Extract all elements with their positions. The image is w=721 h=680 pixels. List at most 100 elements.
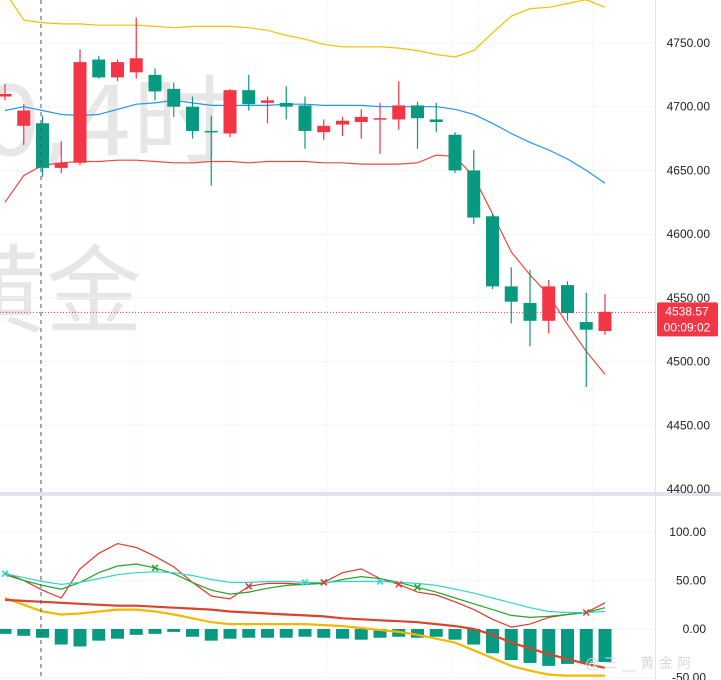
candle	[186, 96, 199, 139]
indicator-lines	[4, 542, 606, 677]
histogram-bar	[411, 629, 424, 638]
current-price-label: 4538.57	[665, 304, 709, 318]
histogram-bar	[261, 629, 274, 638]
current-price-tag-box	[657, 302, 718, 337]
indicator-tick-label: 0.00	[683, 622, 707, 636]
cross-marker	[151, 564, 159, 572]
candle-body	[542, 286, 556, 321]
histogram-bar	[561, 629, 574, 664]
cross-marker	[413, 583, 422, 591]
histogram-bar	[429, 629, 443, 637]
candle	[167, 82, 181, 117]
indicator-tick-label: 100.00	[669, 525, 706, 539]
candle	[561, 281, 574, 321]
price-tick-label: 4750.00	[667, 36, 711, 50]
histogram-bar	[579, 629, 593, 663]
indicator-line-5	[4, 598, 606, 669]
price-tick-label: 4450.00	[667, 418, 711, 432]
candle-body	[523, 302, 537, 321]
candle-body	[279, 102, 293, 107]
histogram-bar	[36, 629, 49, 638]
histogram-bar	[598, 629, 612, 662]
candle	[504, 267, 518, 324]
candle	[279, 86, 293, 120]
histogram-bar	[317, 629, 331, 638]
candle-body	[186, 106, 199, 131]
candle	[411, 101, 424, 149]
histogram-bar	[373, 629, 387, 638]
histogram-bar	[54, 629, 68, 645]
candle	[354, 109, 368, 139]
price-tick-label: 4500.00	[667, 355, 711, 369]
histogram-bar	[92, 629, 106, 641]
candle-body	[92, 59, 106, 78]
pane-separator[interactable]	[0, 492, 721, 496]
cross-marker	[1, 570, 9, 578]
candle-body	[354, 116, 368, 123]
price-tick-label: 4400.00	[667, 482, 711, 496]
candle-body	[129, 58, 143, 73]
histogram-bar	[204, 629, 218, 641]
candle	[467, 150, 481, 224]
candle	[261, 96, 274, 124]
histogram-bar	[111, 629, 124, 639]
histogram-bar	[354, 629, 368, 640]
candle-body	[336, 120, 349, 125]
candle-body	[111, 62, 124, 78]
histogram-bar	[448, 629, 462, 640]
candle	[204, 115, 218, 186]
histogram-bar	[167, 629, 181, 632]
histogram-bar	[523, 629, 537, 663]
candle-countdown-label: 00:09:02	[664, 320, 711, 334]
candle-body	[598, 311, 612, 331]
candle	[92, 55, 106, 79]
candle-body	[411, 105, 424, 119]
candle-body	[298, 105, 312, 131]
bb-upper-line	[9, 0, 606, 58]
candle	[598, 294, 612, 335]
cross-marker	[582, 608, 590, 617]
histogram-bar	[279, 629, 293, 638]
candle	[148, 68, 162, 101]
indicator-histogram	[0, 629, 612, 666]
candle-body	[242, 90, 256, 105]
histogram-bar	[129, 629, 143, 635]
histogram-bar	[17, 629, 31, 636]
cross-marker	[376, 577, 384, 586]
candle	[0, 83, 12, 101]
histogram-bar	[242, 629, 256, 638]
candle	[223, 88, 237, 138]
histogram-bar	[186, 629, 199, 637]
candle	[54, 141, 68, 173]
histogram-bar	[542, 629, 556, 666]
candle	[73, 49, 87, 166]
price-tick-label: 4700.00	[667, 100, 711, 114]
histogram-bar	[467, 629, 481, 645]
candle	[429, 102, 443, 133]
histogram-bar	[0, 629, 12, 634]
price-tick-label: 4650.00	[667, 163, 711, 177]
candle-body	[392, 105, 406, 120]
candle	[373, 102, 387, 154]
indicator-line-4	[4, 596, 605, 677]
histogram-bar	[298, 629, 312, 637]
histogram-bar	[336, 629, 349, 639]
candle	[111, 59, 124, 82]
candle	[336, 116, 349, 137]
candlestick-series	[0, 17, 612, 388]
candle	[298, 96, 312, 149]
cross-marker	[245, 582, 253, 590]
candle-body	[467, 170, 481, 218]
candle-body	[561, 285, 574, 314]
candle	[129, 17, 143, 79]
candle-body	[167, 88, 181, 107]
price-tick-label: 4550.00	[667, 291, 711, 305]
candle-body	[223, 90, 237, 134]
price-axis-labels: 4750.00 4700.00 4650.00 4600.00 4550.00 4500.…	[667, 36, 711, 496]
histogram-bar	[504, 629, 518, 661]
candle-body	[429, 119, 443, 123]
bb-lower-line	[4, 154, 606, 375]
cross-marker	[301, 578, 309, 586]
